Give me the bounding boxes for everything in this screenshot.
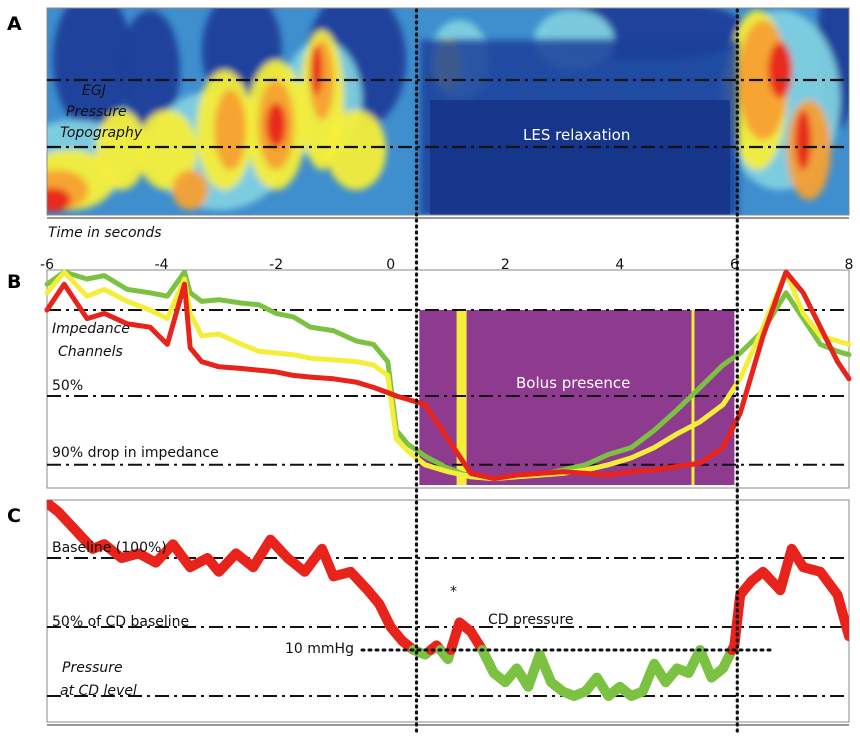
x-tick-label: 0: [386, 257, 395, 273]
impedance-series-group: [44, 269, 852, 482]
bolus-presence-area: [419, 310, 735, 485]
x-tick-label: -4: [155, 257, 169, 273]
impedance-series-yellow: [44, 269, 852, 482]
x-tick-label: -6: [40, 257, 54, 273]
panel-c-letter: C: [7, 505, 21, 527]
x-tick-label: 8: [845, 257, 854, 273]
impedance-series-green: [44, 269, 852, 482]
cd-pressure-series: [47, 500, 849, 701]
panel-b-letter: B: [7, 271, 21, 293]
cd-pressure-above-threshold: [47, 500, 419, 655]
cd-pressure-above-threshold: [445, 617, 488, 655]
cd-half-label: 50% of CD baseline: [52, 614, 189, 630]
egj-label-line-2: Pressure: [66, 104, 127, 120]
x-tick-label: 6: [730, 257, 739, 273]
bolus-presence-label: Bolus presence: [516, 374, 630, 392]
panel-c-frame: [46, 499, 850, 723]
x-tick-label: -2: [269, 257, 283, 273]
cd-level-label-line-1: Pressure: [62, 660, 123, 676]
cd-level-label-line-2: at CD level: [60, 683, 137, 699]
pressure-topography-heatmap: [47, 8, 849, 215]
impedance-series-red: [44, 269, 852, 482]
cd-asterisk: *: [450, 584, 457, 600]
egj-label-line-3: Topography: [60, 125, 143, 141]
impedance-label-line-1: Impedance: [52, 321, 130, 337]
bolus-marker-stripe: [456, 310, 467, 485]
x-tick-label: 4: [615, 257, 624, 273]
egj-label-line-1: EGJ: [82, 83, 106, 99]
cd-pressure-label: CD pressure: [488, 612, 573, 628]
impedance-label-line-2: Channels: [58, 344, 123, 360]
impedance-90-label: 90% drop in impedance: [52, 445, 219, 461]
x-axis-ticks: -6 -4 -2 0 2 4 6 8: [40, 257, 853, 273]
cd-baseline-label: Baseline (100%): [52, 540, 167, 556]
cd-threshold-label: 10 mmHg: [285, 641, 354, 657]
x-tick-label: 2: [501, 257, 510, 273]
panel-a-letter: A: [7, 13, 22, 35]
impedance-50-label: 50%: [52, 378, 83, 394]
cd-pressure-below-threshold: [477, 645, 738, 701]
panel-a-frame: [46, 7, 850, 216]
les-relaxation-label: LES relaxation: [523, 126, 630, 144]
time-axis-label: Time in seconds: [48, 225, 162, 241]
